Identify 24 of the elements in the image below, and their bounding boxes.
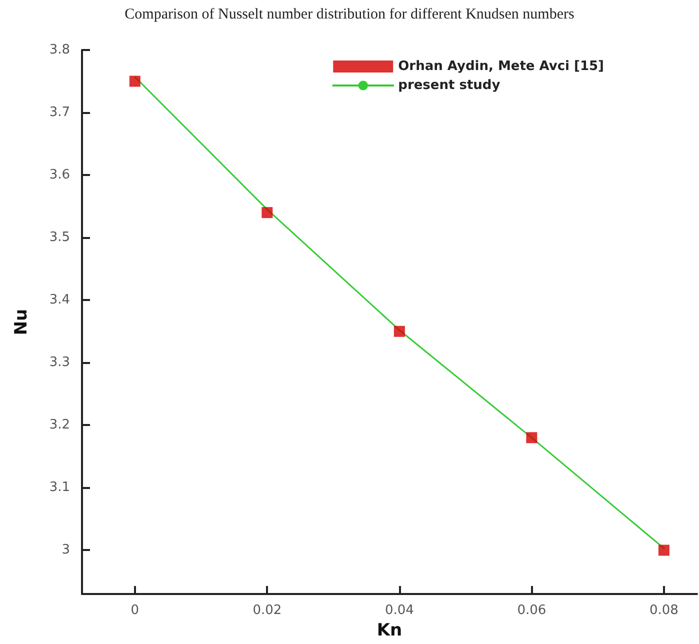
legend-label: Orhan Aydin, Mete Avci [15] <box>398 59 604 74</box>
x-tick-label: 0.02 <box>252 603 282 618</box>
point <box>526 432 538 444</box>
y-tick-label: 3.2 <box>49 418 70 433</box>
chart-title: Comparison of Nusselt number distribution for different Knudsen numbers <box>124 6 574 22</box>
x-tick-label: 0.04 <box>384 603 414 618</box>
legend-label: present study <box>398 78 501 93</box>
x-axis-title: Kn <box>376 620 402 640</box>
x-tick-label: 0.08 <box>649 603 678 618</box>
point <box>394 326 405 337</box>
y-tick-label: 3.7 <box>49 105 70 120</box>
y-axis-title: Nu <box>12 308 32 336</box>
y-tick-label: 3.1 <box>49 480 70 496</box>
x-tick-label: 0 <box>130 603 140 618</box>
y-tick-label: 3.6 <box>49 168 70 183</box>
point <box>129 76 140 87</box>
x-tick-label: 0.06 <box>517 603 546 618</box>
y-tick-label: 3.4 <box>49 292 70 308</box>
point <box>262 207 273 218</box>
y-tick-label: 3.8 <box>49 42 70 58</box>
y-tick-label: 3.3 <box>49 355 70 370</box>
y-tick-label: 3.5 <box>49 230 70 246</box>
y-tick-label: 3 <box>62 542 70 558</box>
point <box>658 544 670 556</box>
